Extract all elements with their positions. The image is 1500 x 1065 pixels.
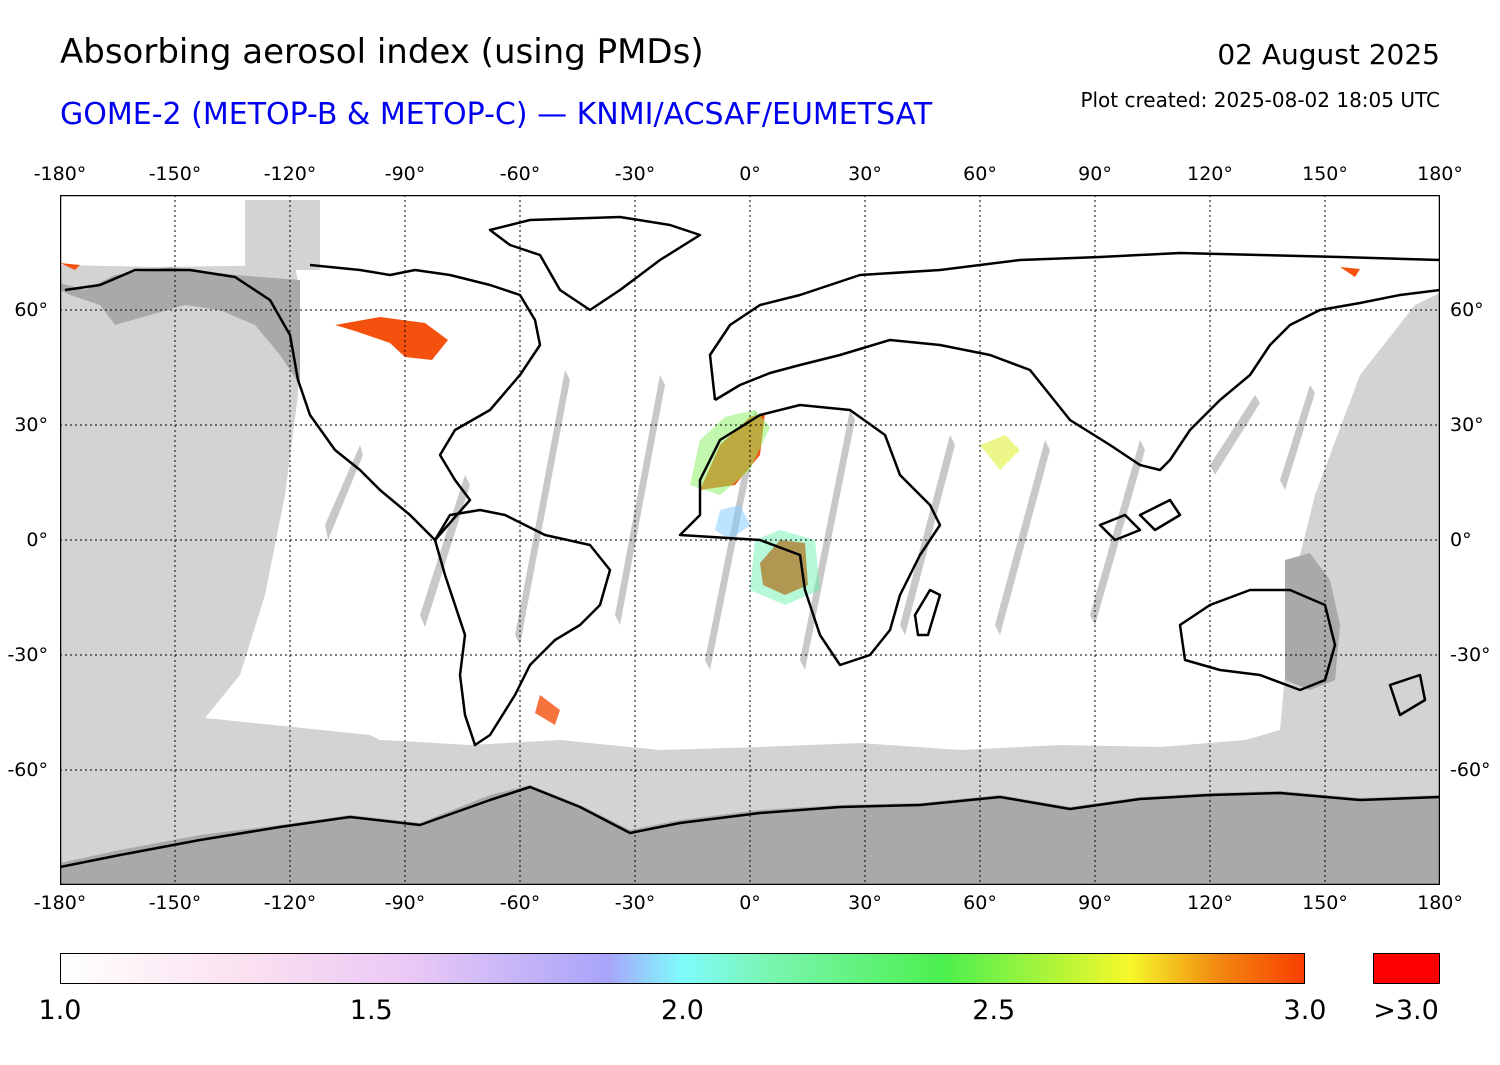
- lon-tick-top: 90°: [1078, 163, 1112, 185]
- map-title: Absorbing aerosol index (using PMDs): [60, 32, 704, 72]
- coastlines: [60, 215, 1440, 869]
- lon-tick-bottom: -120°: [263, 892, 317, 914]
- lon-tick-top: 180°: [1417, 163, 1463, 185]
- lon-tick-bottom: 60°: [963, 892, 997, 914]
- map-date: 02 August 2025: [1217, 38, 1440, 71]
- lon-tick-bottom: -60°: [499, 892, 541, 914]
- lon-tick-top: 60°: [963, 163, 997, 185]
- lon-tick-bottom: 180°: [1417, 892, 1463, 914]
- lon-tick-bottom: -150°: [148, 892, 202, 914]
- lat-tick-left: 60°: [14, 299, 48, 321]
- lon-tick-top: 150°: [1302, 163, 1348, 185]
- colorbar-tick-label: 1.0: [38, 995, 82, 1026]
- colorbar-tick-label: 2.5: [972, 995, 1016, 1026]
- lat-tick-left: 30°: [14, 414, 48, 436]
- lon-tick-bottom: -90°: [384, 892, 426, 914]
- lat-tick-right: -60°: [1450, 759, 1491, 781]
- colorbar-tick-label: 2.0: [661, 995, 704, 1026]
- lon-tick-top: -60°: [499, 163, 541, 185]
- lon-tick-bottom: 0°: [739, 892, 761, 914]
- colorbar-overflow: [1373, 953, 1440, 984]
- no-data-gap: [245, 200, 320, 270]
- lon-tick-bottom: 30°: [848, 892, 882, 914]
- lat-tick-left: 0°: [26, 529, 48, 551]
- lon-tick-top: 120°: [1187, 163, 1233, 185]
- orbit-gap-stripes: [325, 370, 1315, 670]
- lon-tick-top: -180°: [33, 163, 87, 185]
- map-frame: [60, 195, 1440, 885]
- lon-tick-bottom: -180°: [33, 892, 87, 914]
- lat-tick-right: -30°: [1450, 644, 1491, 666]
- lon-tick-top: 30°: [848, 163, 882, 185]
- lat-tick-left: -30°: [7, 644, 48, 666]
- lon-tick-top: -90°: [384, 163, 426, 185]
- lon-tick-bottom: -30°: [614, 892, 656, 914]
- aerosol-map: [60, 195, 1440, 885]
- lon-tick-bottom: 150°: [1302, 892, 1348, 914]
- lon-tick-bottom: 90°: [1078, 892, 1112, 914]
- lon-tick-top: -120°: [263, 163, 317, 185]
- colorbar-tick-label: 1.5: [349, 995, 393, 1026]
- lon-tick-bottom: 120°: [1187, 892, 1233, 914]
- colorbar-overflow-label: >3.0: [1373, 995, 1439, 1026]
- lat-tick-right: 30°: [1450, 414, 1484, 436]
- lat-tick-right: 60°: [1450, 299, 1484, 321]
- plot-created-timestamp: Plot created: 2025-08-02 18:05 UTC: [1080, 88, 1440, 112]
- colorbar-gradient: [60, 953, 1305, 984]
- lat-tick-left: -60°: [7, 759, 48, 781]
- lon-tick-top: -150°: [148, 163, 202, 185]
- lon-tick-top: 0°: [739, 163, 761, 185]
- graticule: [60, 195, 1440, 885]
- lon-tick-top: -30°: [614, 163, 656, 185]
- map-subtitle: GOME-2 (METOP-B & METOP-C) — KNMI/ACSAF/…: [60, 97, 933, 132]
- lat-tick-right: 0°: [1450, 529, 1472, 551]
- colorbar-tick-label: 3.0: [1283, 995, 1327, 1026]
